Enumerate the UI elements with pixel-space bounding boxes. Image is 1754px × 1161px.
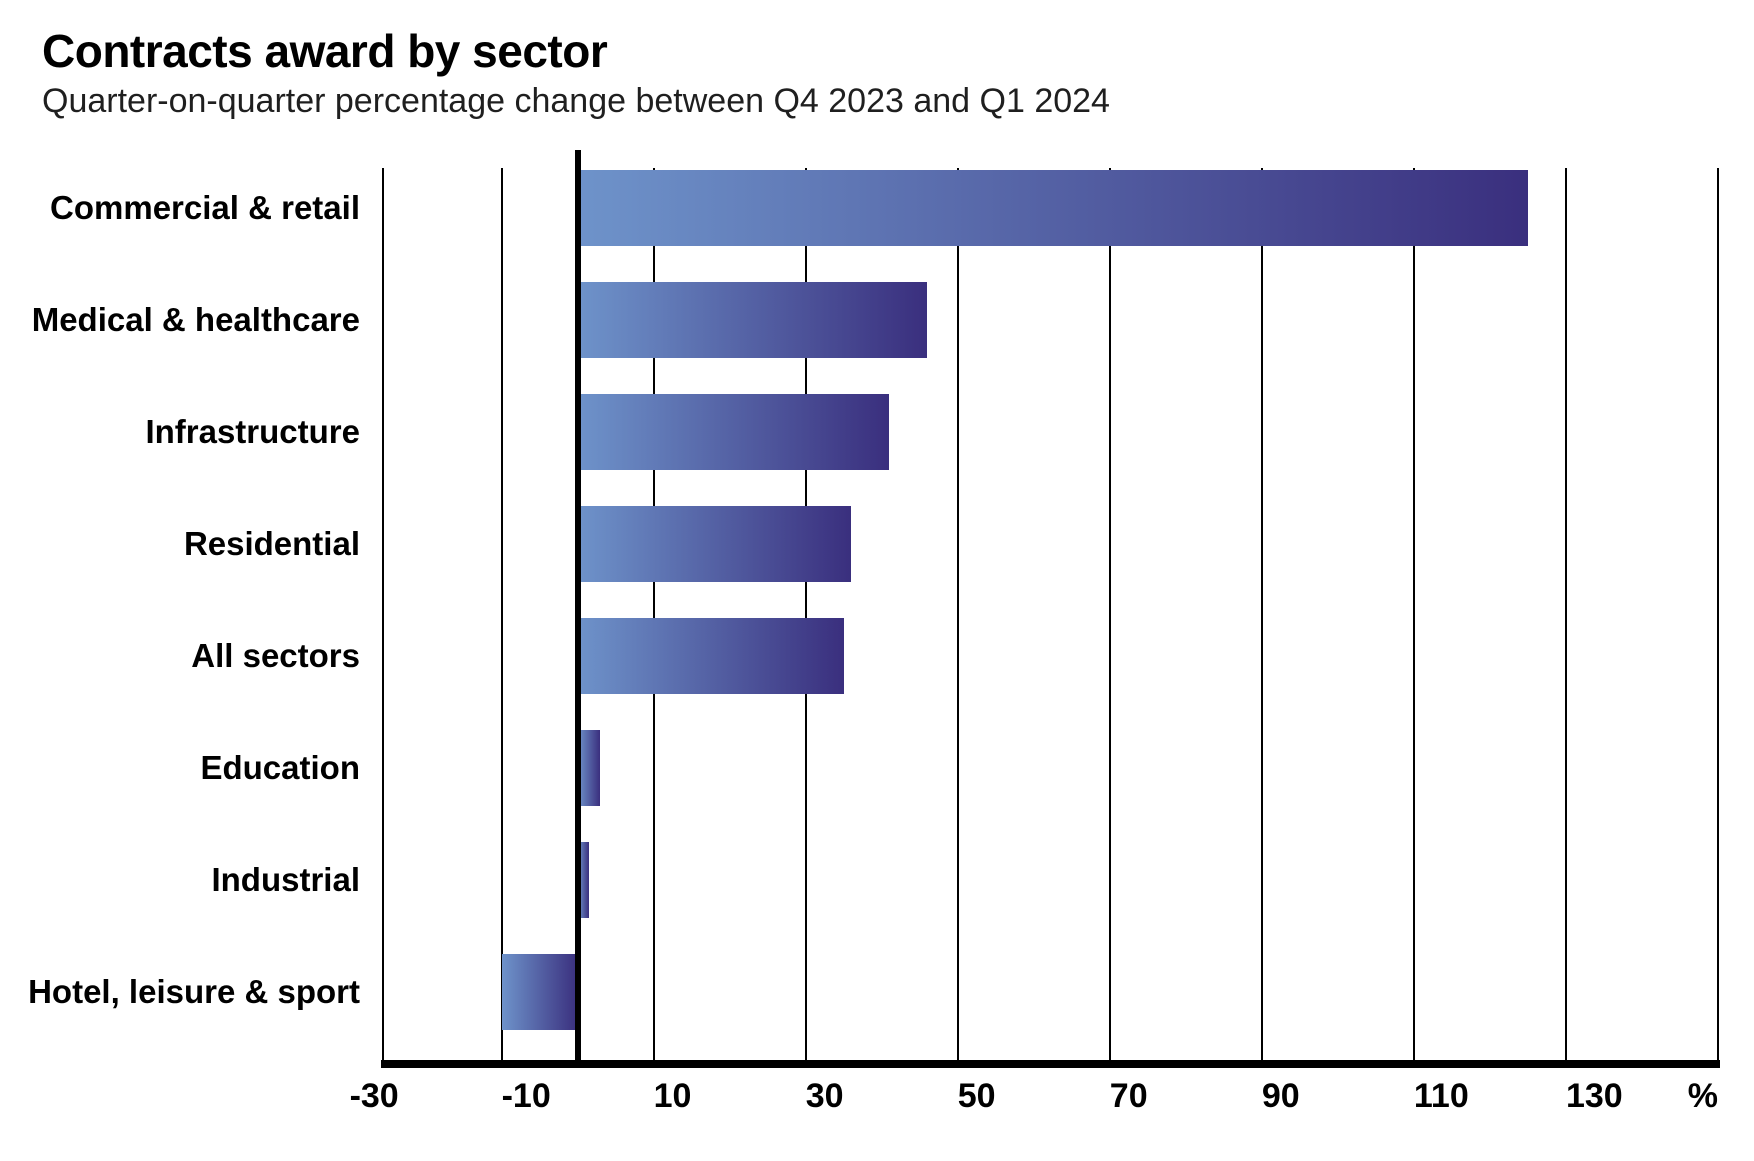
gridline-110 bbox=[1412, 168, 1415, 1063]
plot-right-border bbox=[1717, 168, 1719, 1063]
category-axis-labels: Commercial & retail Medical & healthcare I… bbox=[0, 168, 360, 1063]
category-label-industrial: Industrial bbox=[211, 861, 360, 898]
bar-education bbox=[577, 730, 601, 806]
category-label-all-sectors: All sectors bbox=[191, 637, 360, 674]
zero-baseline bbox=[574, 150, 581, 1068]
plot-left-border bbox=[382, 168, 384, 1063]
bar-hotel-leisure-sport bbox=[501, 954, 578, 1030]
category-label-education: Education bbox=[200, 749, 360, 786]
x-tick-label-30: 30 bbox=[805, 1077, 844, 1115]
x-tick-label-130: 130 bbox=[1565, 1077, 1623, 1115]
x-axis-line bbox=[381, 1060, 1720, 1068]
x-tick-label--10: -10 bbox=[501, 1077, 551, 1115]
x-tick-label-10: 10 bbox=[653, 1077, 692, 1115]
gridline-130 bbox=[1564, 168, 1567, 1063]
category-label-commercial-retail: Commercial & retail bbox=[50, 189, 360, 226]
x-tick-label-70: 70 bbox=[1109, 1077, 1148, 1115]
category-label-medical-healthcare: Medical & healthcare bbox=[31, 301, 360, 338]
gridline-90 bbox=[1260, 168, 1263, 1063]
gridline-10 bbox=[652, 168, 655, 1063]
chart-title: Contracts award by sector bbox=[42, 25, 608, 77]
gridline-50 bbox=[956, 168, 959, 1063]
gridline-70 bbox=[1108, 168, 1111, 1063]
x-tick-label-50: 50 bbox=[957, 1077, 996, 1115]
bar-industrial bbox=[577, 842, 589, 918]
bar-residential bbox=[577, 506, 852, 582]
category-label-residential: Residential bbox=[183, 525, 360, 562]
bar-medical-healthcare bbox=[577, 282, 928, 358]
chart-subtitle: Quarter-on-quarter percentage change bet… bbox=[42, 82, 1110, 120]
x-axis-tick-labels: -30 -10 10 30 50 70 90 110 130% bbox=[350, 1077, 1718, 1123]
x-tick-label-110: 110 bbox=[1413, 1077, 1469, 1115]
bar-infrastructure bbox=[577, 394, 890, 470]
x-tick-label-90: 90 bbox=[1261, 1077, 1300, 1115]
bar-all-sectors bbox=[577, 618, 844, 694]
category-label-hotel-leisure-sport: Hotel, leisure & sport bbox=[28, 973, 360, 1010]
gridline-30 bbox=[804, 168, 807, 1063]
bar-commercial-retail bbox=[577, 170, 1528, 246]
x-axis-unit-label: % bbox=[1687, 1077, 1718, 1115]
category-label-infrastructure: Infrastructure bbox=[145, 413, 360, 450]
plot-area bbox=[381, 150, 1720, 1068]
x-tick-label--30: -30 bbox=[349, 1077, 399, 1115]
gridline--10 bbox=[500, 168, 503, 1063]
